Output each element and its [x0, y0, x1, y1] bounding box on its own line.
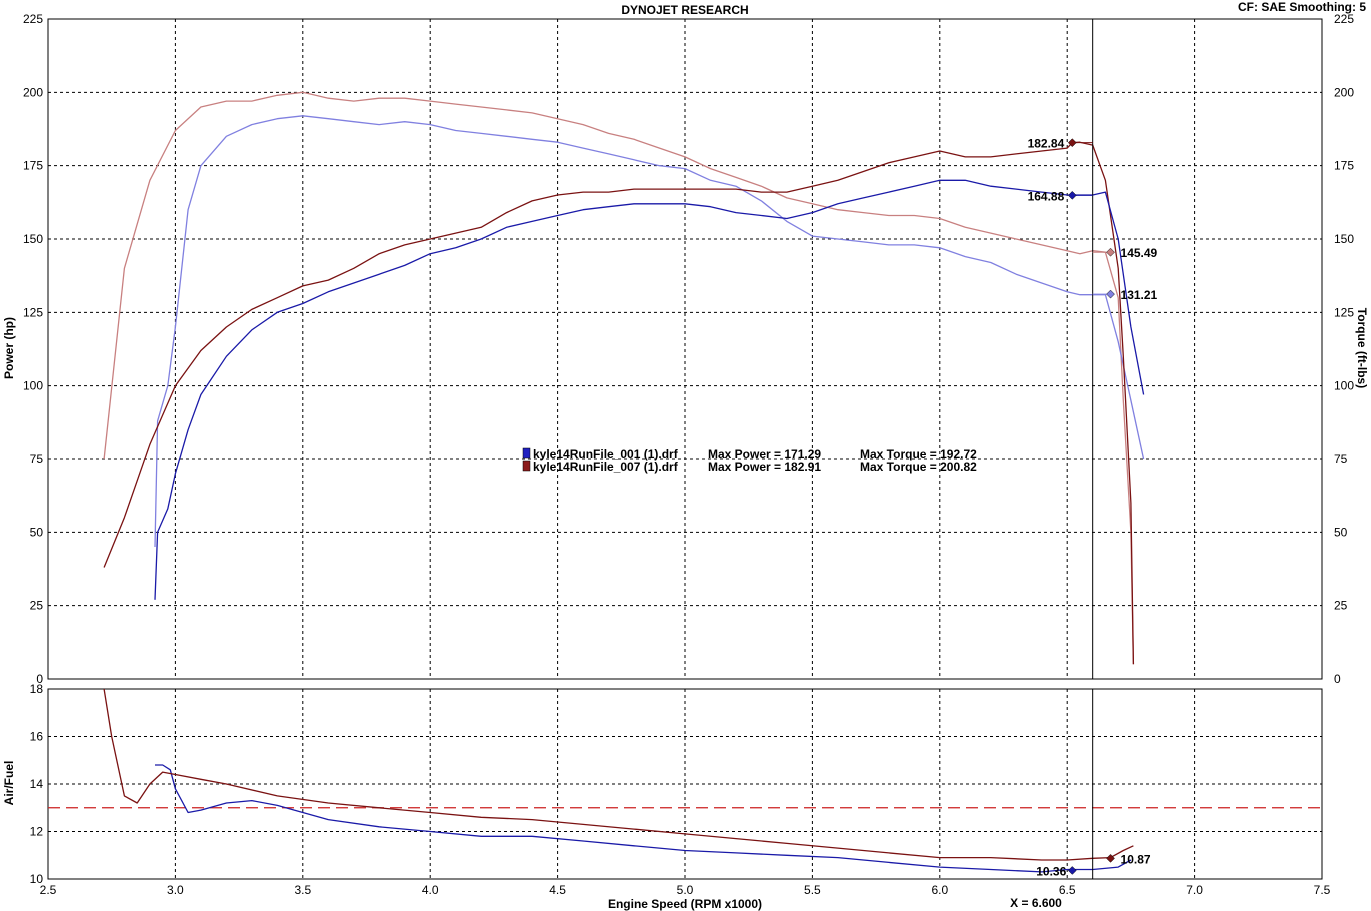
y-tick-label-left: 225 [23, 12, 43, 26]
legend-torque-run1: Max Torque = 192.72 [860, 447, 977, 461]
afr-tick-label: 14 [30, 777, 44, 791]
annotation-marker [1067, 138, 1077, 148]
right-axis-label: Torque (ft-lbs) [1355, 308, 1369, 388]
annotation-label: 182.84 [1028, 137, 1065, 151]
y-tick-label-left: 75 [30, 452, 44, 466]
series-line [103, 91, 1135, 665]
legend-torque-run2: Max Torque = 200.82 [860, 460, 977, 474]
y-tick-label-right: 125 [1334, 305, 1354, 319]
y-tick-label-left: 0 [36, 672, 43, 686]
afr-tick-label: 10 [30, 872, 44, 886]
x-tick-label: 6.5 [1059, 883, 1076, 897]
y-tick-label-right: 150 [1334, 232, 1354, 246]
air-fuel-plot: 10 12 14 16 18 2.5 3.0 3.5 4.0 4.5 5.0 5.5 6.0 6.5 7.0… [30, 682, 1331, 897]
legend-power-run2: Max Power = 182.91 [708, 460, 821, 474]
afr-series-line [103, 688, 1134, 861]
y-tick-label-right: 50 [1334, 525, 1348, 539]
y-tick-label-left: 175 [23, 159, 43, 173]
x-tick-label: 5.5 [804, 883, 821, 897]
y-tick-label-right: 100 [1334, 379, 1354, 393]
y-tick-label-right: 175 [1334, 159, 1354, 173]
x-tick-label: 4.5 [549, 883, 566, 897]
annotation-marker [1106, 853, 1115, 863]
cursor-readout: X = 6.600 [1010, 896, 1062, 910]
annotation-label: 164.88 [1028, 189, 1065, 203]
y-tick-label-right: 0 [1334, 672, 1341, 686]
left-axis-label: Power (hp) [2, 317, 16, 379]
correction-label: CF: SAE Smoothing: 5 [1238, 0, 1366, 14]
legend-file-run1: kyle14RunFile_001 (1).drf [533, 447, 679, 461]
chart-title: DYNOJET RESEARCH [621, 3, 748, 17]
x-tick-label: 3.0 [167, 883, 184, 897]
series-line [103, 141, 1135, 665]
afr-tick-label: 16 [30, 730, 44, 744]
y-tick-label-right: 200 [1334, 85, 1354, 99]
y-tick-label-left: 200 [23, 85, 43, 99]
afr-tick-label: 18 [30, 682, 44, 696]
series-line [154, 115, 1145, 548]
series-line [154, 179, 1145, 600]
annotation-label: 145.49 [1121, 246, 1158, 260]
legend: kyle14RunFile_001 (1).drf Max Power = 17… [522, 447, 977, 474]
annotation-label: 10.87 [1121, 852, 1151, 866]
y-tick-label-left: 150 [23, 232, 43, 246]
x-tick-label: 7.0 [1186, 883, 1203, 897]
x-tick-label: 7.5 [1314, 883, 1331, 897]
y-tick-label-left: 125 [23, 305, 43, 319]
annotation-marker [1106, 247, 1115, 257]
legend-swatch-run1 [522, 447, 531, 459]
legend-file-run2: kyle14RunFile_007 (1).drf [533, 460, 679, 474]
annotation-marker [1106, 289, 1115, 299]
annotation-marker [1067, 866, 1077, 875]
x-tick-label: 5.0 [677, 883, 694, 897]
annotation-label: 131.21 [1121, 288, 1158, 302]
y-tick-label-left: 100 [23, 379, 43, 393]
x-tick-label: 2.5 [40, 883, 57, 897]
legend-swatch-run2 [522, 460, 531, 472]
afr-series-line [155, 764, 1132, 873]
x-tick-label: 3.5 [294, 883, 311, 897]
legend-power-run1: Max Power = 171.29 [708, 447, 821, 461]
afr-tick-label: 12 [30, 825, 44, 839]
power-torque-plot: 0 0 25 25 50 50 75 75 100 100 125 125 150 150 175 175 20… [23, 12, 1354, 686]
y-tick-label-right: 75 [1334, 452, 1348, 466]
annotation-label: 10.36 [1036, 864, 1066, 878]
y-tick-label-right: 225 [1334, 12, 1354, 26]
y-tick-label-right: 25 [1334, 599, 1348, 613]
y-tick-label-left: 25 [30, 599, 44, 613]
y-tick-label-left: 50 [30, 525, 44, 539]
x-tick-label: 6.0 [931, 883, 948, 897]
x-axis-label: Engine Speed (RPM x1000) [608, 897, 762, 911]
afr-axis-label: Air/Fuel [2, 761, 16, 806]
x-tick-label: 4.0 [422, 883, 439, 897]
annotation-marker [1067, 190, 1077, 200]
